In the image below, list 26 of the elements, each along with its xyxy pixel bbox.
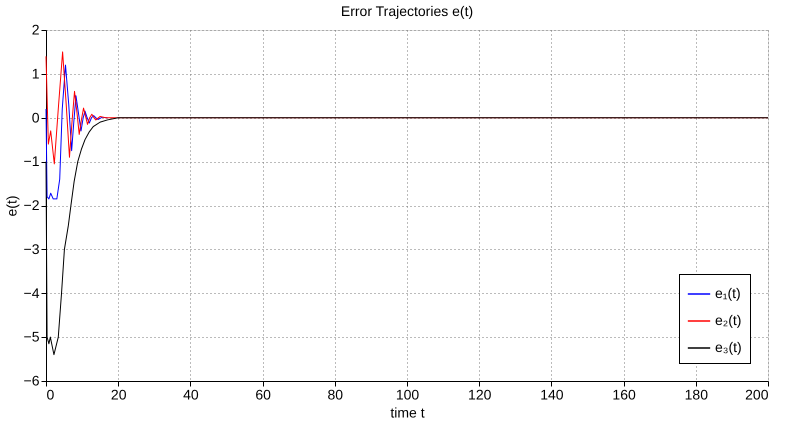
x-axis-title: time t [390, 404, 425, 420]
legend-label: e₂(t) [715, 312, 742, 328]
x-tick-label: 200 [745, 386, 769, 402]
legend-label: e₃(t) [715, 339, 742, 355]
chart-title: Error Trajectories e(t) [340, 3, 474, 19]
x-tick-label: 40 [183, 386, 199, 402]
y-tick-label: −6 [24, 372, 40, 388]
x-tick-label: 120 [468, 386, 492, 402]
x-tick-label: 160 [612, 386, 636, 402]
y-tick-label: −3 [24, 240, 40, 257]
x-tick-label: 60 [255, 386, 272, 402]
y-tick-label: 2 [32, 22, 40, 38]
legend-label: e₁(t) [715, 285, 741, 301]
x-tick-label: 80 [328, 386, 344, 402]
y-axis-title: e(t) [4, 196, 20, 216]
y-tick-label: −1 [24, 153, 40, 170]
y-tick-label: −5 [24, 328, 40, 345]
x-tick-label: 20 [110, 386, 127, 402]
x-tick-label: 0 [46, 386, 54, 402]
y-tick-label: −4 [24, 284, 40, 301]
x-tick-label: 140 [540, 386, 564, 402]
x-tick-label: 180 [684, 386, 708, 402]
y-tick-label: 1 [32, 65, 40, 82]
y-tick-label: −2 [24, 197, 40, 213]
y-tick-label: 0 [32, 109, 40, 126]
x-tick-label: 100 [396, 386, 420, 402]
